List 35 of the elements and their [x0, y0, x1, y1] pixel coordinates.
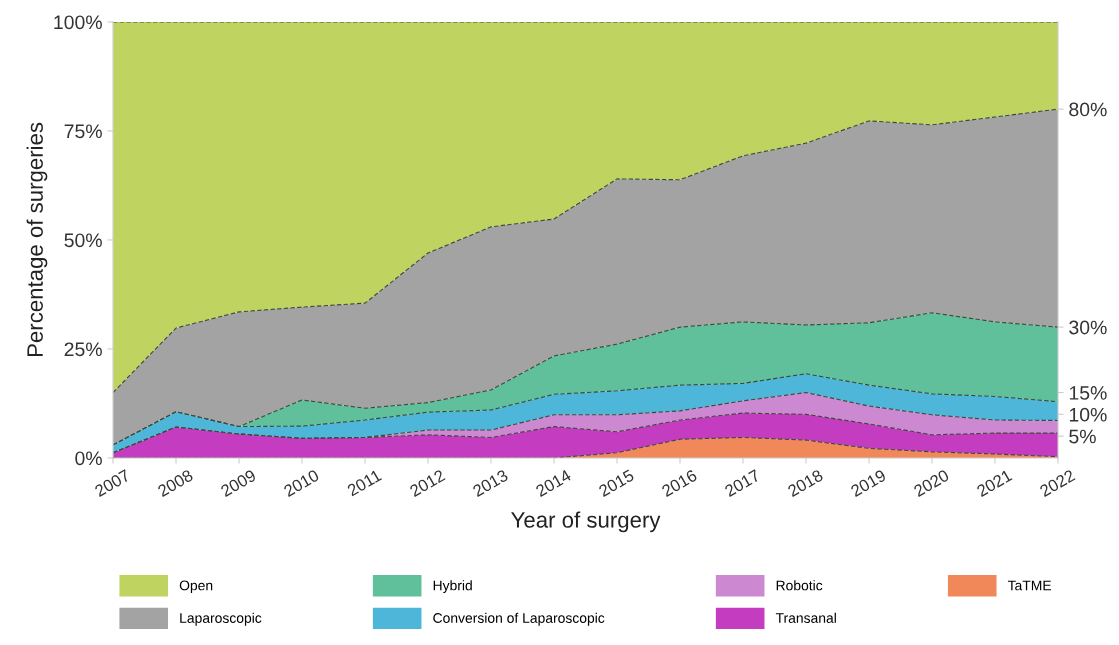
y-tick-label: 75% — [64, 124, 102, 139]
legend-label: TaTME — [1007, 580, 1052, 591]
legend-label: Conversion of Laparoscopic — [433, 612, 605, 626]
x-tick-label: 2014 — [535, 468, 572, 498]
y2-tick-label: 30% — [1069, 320, 1107, 335]
x-tick-label: 2011 — [346, 469, 383, 497]
legend-label: Open — [179, 580, 213, 594]
y-tick-label: 0% — [75, 451, 102, 466]
x-tick-label: 2022 — [1039, 469, 1076, 498]
x-axis-title: Year of surgery — [511, 511, 661, 533]
x-tick-label: 2019 — [850, 469, 887, 498]
x-tick-label: 2009 — [220, 469, 257, 498]
x-tick-label: 2007 — [94, 469, 131, 498]
legend-label: Laparoscopic — [180, 612, 262, 626]
legend-label: Hybrid — [433, 580, 472, 594]
x-tick-label: 2008 — [157, 469, 194, 498]
x-tick-label: 2017 — [724, 469, 761, 498]
x-tick-label: 2013 — [472, 469, 509, 498]
x-tick-label: 2010 — [283, 469, 320, 498]
y-tick-label: 50% — [64, 233, 102, 248]
legend-label: Robotic — [776, 580, 823, 591]
legend-label: Transanal — [775, 612, 836, 623]
x-tick-label: 2020 — [913, 469, 950, 498]
y-axis-title: Percentage of surgeries — [26, 122, 48, 357]
x-tick-label: 2012 — [409, 469, 446, 498]
x-tick-label: 2018 — [787, 469, 824, 498]
y2-tick-label: 5% — [1069, 429, 1096, 444]
x-tick-label: 2021 — [976, 469, 1013, 498]
y-tick-label: 25% — [64, 342, 102, 357]
y-tick-label: 100% — [54, 15, 102, 30]
x-tick-label: 2015 — [598, 469, 635, 498]
x-tick-label: 2016 — [661, 469, 698, 498]
y2-tick-label: 15% — [1069, 386, 1107, 400]
y2-tick-label: 80% — [1069, 102, 1107, 117]
y2-tick-label: 10% — [1069, 407, 1107, 422]
